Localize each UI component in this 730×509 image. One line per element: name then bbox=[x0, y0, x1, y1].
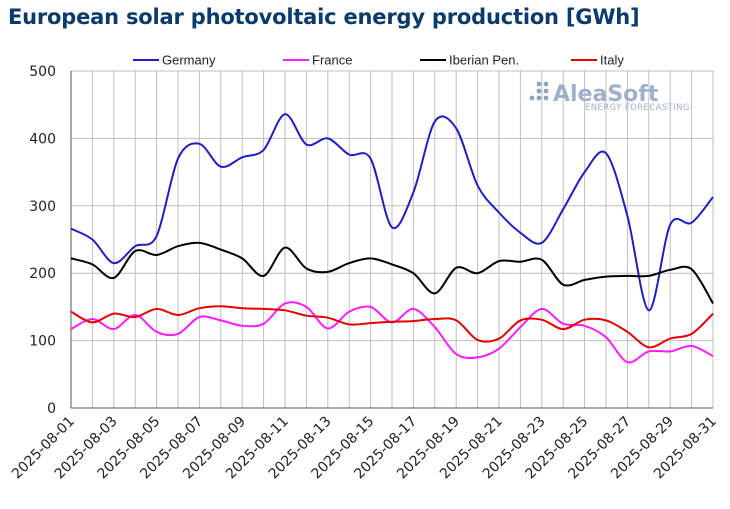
legend-label-italy: Italy bbox=[600, 53, 624, 68]
y-tick-label: 400 bbox=[29, 131, 56, 147]
y-tick-label: 0 bbox=[47, 401, 56, 417]
y-tick-label: 300 bbox=[29, 199, 56, 215]
series-line-iberian-pen bbox=[70, 241, 714, 305]
chart-title: European solar photovoltaic energy produ… bbox=[8, 5, 640, 29]
x-tick-labels: 2025-08-012025-08-032025-08-052025-08-07… bbox=[9, 414, 720, 483]
series-lines bbox=[70, 113, 714, 364]
legend-label-iberian-pen: Iberian Pen. bbox=[449, 53, 519, 68]
aleasoft-watermark: AleaSoft ENERGY FORECASTING bbox=[529, 81, 690, 113]
series-line-germany bbox=[70, 113, 714, 312]
axes bbox=[70, 71, 713, 409]
watermark-brand: AleaSoft bbox=[553, 82, 659, 107]
grid-lines bbox=[70, 70, 714, 409]
y-tick-label: 100 bbox=[29, 334, 56, 350]
legend-label-france: France bbox=[312, 53, 352, 68]
series-line-italy bbox=[70, 305, 714, 349]
legend: Germany France Iberian Pen. Italy bbox=[133, 53, 624, 68]
aleasoft-logo-icon bbox=[529, 81, 549, 101]
y-tick-label: 500 bbox=[29, 64, 56, 80]
y-tick-label: 200 bbox=[29, 266, 56, 282]
watermark-tagline: ENERGY FORECASTING bbox=[585, 103, 690, 113]
y-tick-labels: 0 100 200 300 400 500 bbox=[29, 64, 56, 417]
legend-label-germany: Germany bbox=[162, 53, 216, 68]
